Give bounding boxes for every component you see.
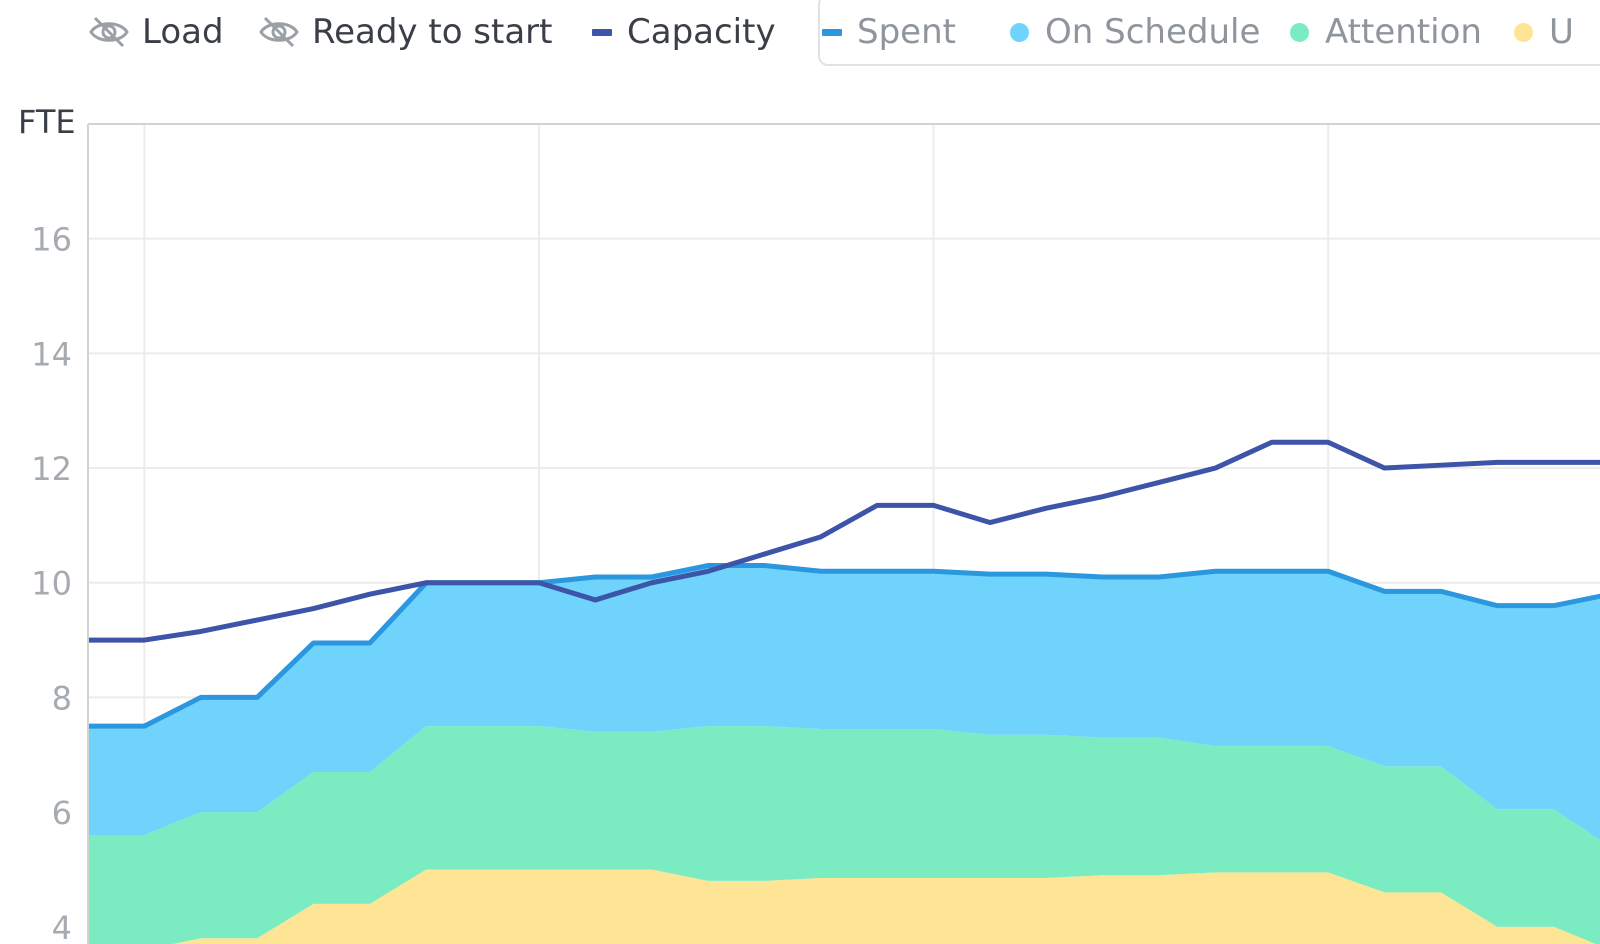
y-tick-label-14: 14 [31, 335, 72, 373]
capacity-line-swatch [592, 28, 612, 36]
eye-off-icon [259, 16, 299, 48]
legend-label-next: U [1549, 12, 1574, 52]
y-tick-label-12: 12 [31, 450, 72, 488]
y-tick-label-16: 16 [31, 221, 72, 259]
spent-line [88, 563, 1600, 729]
y-tick-label-6: 6 [52, 794, 72, 832]
y-tick-label-8: 8 [52, 679, 72, 717]
legend-label-ready-to-start: Ready to start [312, 12, 553, 52]
legend-item-ready-to-start[interactable]: Ready to start [258, 8, 553, 56]
legend-item-attention[interactable]: Attention [1290, 8, 1482, 56]
area-bottom-band [88, 869, 1600, 944]
legend-item-capacity[interactable]: Capacity [592, 8, 776, 56]
eye-off-icon [89, 16, 129, 48]
chart-lines [88, 439, 1600, 729]
legend-item-spent[interactable]: Spent [822, 8, 956, 56]
legend-label-on-schedule: On Schedule [1045, 12, 1261, 52]
legend-label-capacity: Capacity [627, 12, 776, 52]
chart-axes [87, 123, 1600, 944]
next-dot-swatch [1514, 22, 1533, 42]
y-tick-labels: 4 6 8 10 12 16 14 [31, 221, 72, 944]
y-tick-label-10: 10 [31, 565, 72, 603]
legend-label-spent: Spent [857, 12, 956, 52]
chart-areas [88, 565, 1600, 944]
legend-item-on-schedule[interactable]: On Schedule [1010, 8, 1260, 56]
legend-item-load[interactable]: Load [88, 8, 224, 56]
y-tick-label-4: 4 [52, 909, 72, 944]
capacity-line [88, 439, 1600, 643]
spent-line-swatch [822, 28, 842, 36]
on-schedule-dot-swatch [1010, 22, 1029, 42]
legend-group-box [818, 0, 1600, 66]
legend-label-attention: Attention [1325, 12, 1482, 52]
legend-label-load: Load [142, 12, 224, 52]
y-axis-label: FTE [18, 103, 76, 141]
area-attention [88, 726, 1600, 944]
area-on-schedule [88, 565, 1600, 840]
legend-item-next[interactable]: U [1514, 8, 1574, 56]
attention-dot-swatch [1290, 22, 1309, 42]
